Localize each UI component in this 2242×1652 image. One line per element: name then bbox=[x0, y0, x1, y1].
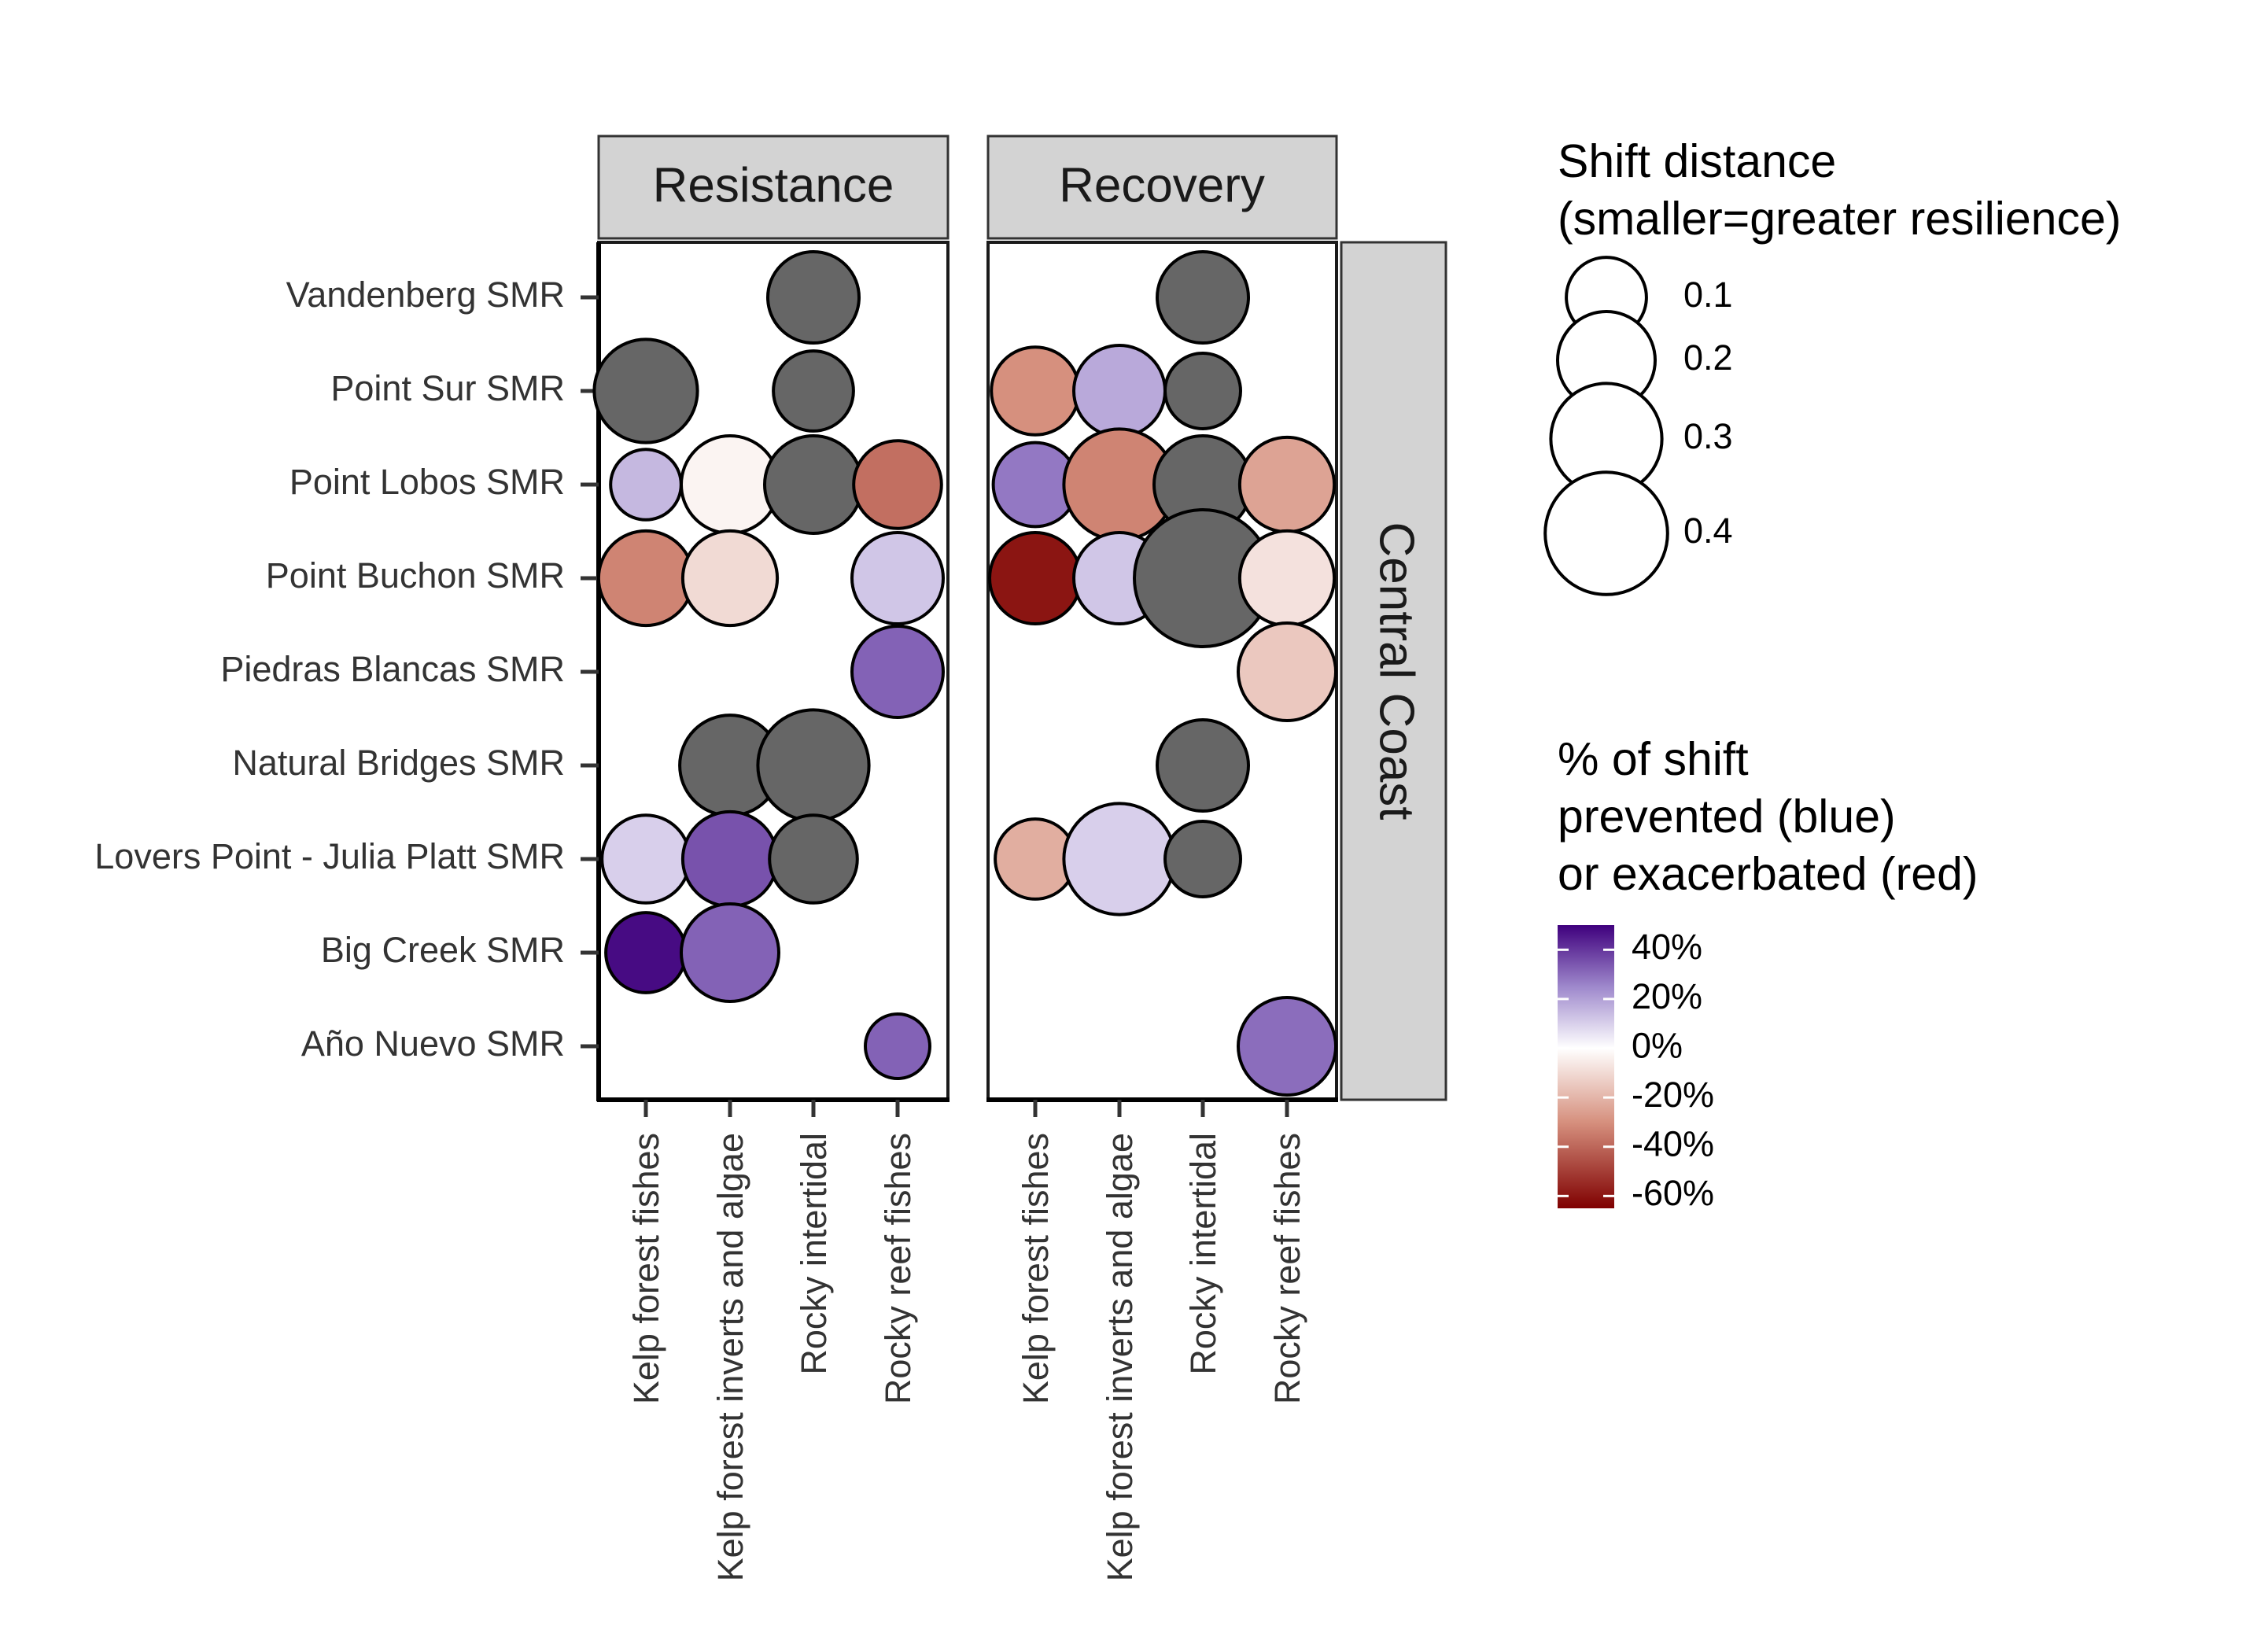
x-axis: Kelp forest fishes Kelp forest inverts an… bbox=[597, 1097, 1338, 1581]
point-recovery-point-buchon-smr-kelp-forest-fishes bbox=[988, 531, 1082, 625]
y-tick-label-piedras-blancas-smr: Piedras Blancas SMR bbox=[220, 649, 565, 689]
y-axis: Vandenberg SMR Point Sur SMR Point Lobos S… bbox=[94, 242, 601, 1101]
point-resistance-big-creek-smr-kelp-forest-fishes bbox=[604, 911, 688, 994]
size-legend-title-line2: (smaller=greater resilience) bbox=[1558, 193, 2121, 245]
point-recovery-point-sur-smr-kelp-forest-inverts-and-algae bbox=[1072, 344, 1167, 438]
point-recovery-point-buchon-smr-rocky-reef-fishes bbox=[1237, 529, 1337, 628]
colorbar bbox=[1558, 925, 1614, 1208]
y-tick-label-vandenberg-smr: Vandenberg SMR bbox=[286, 275, 565, 315]
size-legend-title-line1: Shift distance bbox=[1558, 135, 1836, 187]
size-legend-label-1: 0.1 bbox=[1683, 275, 1733, 315]
y-tick-label-big-creek-smr: Big Creek SMR bbox=[321, 930, 565, 970]
color-legend-label-6: -60% bbox=[1632, 1173, 1714, 1213]
point-resistance-point-sur-smr-rocky-intertidal bbox=[772, 349, 855, 433]
facet-label-resistance: Resistance bbox=[653, 158, 894, 212]
point-resistance-lovers-point-julia-platt-smr-kelp-forest-inverts-and-algae bbox=[680, 809, 780, 909]
point-resistance-point-buchon-smr-rocky-reef-fishes bbox=[850, 531, 945, 625]
point-recovery-point-sur-smr-kelp-forest-fishes bbox=[990, 345, 1081, 437]
facet-label-recovery: Recovery bbox=[1059, 158, 1265, 212]
size-legend-label-2: 0.2 bbox=[1683, 337, 1733, 378]
color-legend: % of shift prevented (blue) or exacerbat… bbox=[1558, 733, 1978, 1213]
point-resistance-point-lobos-smr-kelp-forest-fishes bbox=[609, 448, 683, 522]
size-legend: Shift distance (smaller=greater resilien… bbox=[1543, 135, 2121, 596]
size-legend-label-3: 0.3 bbox=[1683, 416, 1733, 456]
y-tick-label-a-o-nuevo-smr: Año Nuevo SMR bbox=[301, 1023, 565, 1064]
x-tick-label-resistance-kelp-forest-inverts-and-algae: Kelp forest inverts and algae bbox=[710, 1133, 750, 1581]
color-legend-label-4: -20% bbox=[1632, 1075, 1714, 1115]
point-recovery-a-o-nuevo-smr-rocky-reef-fishes bbox=[1237, 996, 1337, 1097]
point-resistance-piedras-blancas-smr-rocky-reef-fishes bbox=[850, 625, 945, 719]
point-resistance-lovers-point-julia-platt-smr-rocky-intertidal bbox=[768, 813, 859, 905]
point-recovery-piedras-blancas-smr-rocky-reef-fishes bbox=[1237, 621, 1337, 722]
point-resistance-a-o-nuevo-smr-rocky-reef-fishes bbox=[864, 1012, 931, 1080]
point-resistance-point-lobos-smr-rocky-intertidal bbox=[763, 434, 864, 535]
y-tick-label-natural-bridges-smr: Natural Bridges SMR bbox=[232, 743, 565, 783]
x-tick-label-recovery-rocky-reef-fishes: Rocky reef fishes bbox=[1267, 1133, 1307, 1404]
color-legend-label-1: 40% bbox=[1632, 927, 1702, 967]
color-legend-label-2: 20% bbox=[1632, 976, 1702, 1016]
point-recovery-natural-bridges-smr-rocky-intertidal bbox=[1156, 718, 1250, 813]
y-tick-label-point-sur-smr: Point Sur SMR bbox=[330, 368, 565, 408]
point-resistance-point-buchon-smr-kelp-forest-fishes bbox=[596, 529, 695, 628]
y-tick-label-point-buchon-smr: Point Buchon SMR bbox=[266, 555, 565, 596]
point-recovery-lovers-point-julia-platt-smr-rocky-intertidal bbox=[1163, 820, 1242, 898]
point-resistance-natural-bridges-smr-rocky-intertidal bbox=[756, 708, 871, 823]
point-resistance-vandenberg-smr-rocky-intertidal bbox=[766, 250, 861, 345]
color-legend-title-line2: prevented (blue) bbox=[1558, 791, 1896, 843]
point-resistance-point-lobos-smr-rocky-reef-fishes bbox=[852, 439, 943, 530]
color-legend-title-line1: % of shift bbox=[1558, 733, 1749, 785]
x-tick-label-resistance-kelp-forest-fishes: Kelp forest fishes bbox=[626, 1133, 666, 1404]
point-resistance-point-sur-smr-kelp-forest-fishes bbox=[592, 337, 699, 444]
x-tick-label-recovery-rocky-intertidal: Rocky intertidal bbox=[1183, 1133, 1223, 1375]
color-legend-label-5: -40% bbox=[1632, 1124, 1714, 1164]
point-recovery-vandenberg-smr-rocky-intertidal bbox=[1156, 250, 1250, 345]
y-tick-label-point-lobos-smr: Point Lobos SMR bbox=[289, 462, 565, 502]
point-recovery-point-lobos-smr-rocky-reef-fishes bbox=[1237, 435, 1337, 534]
facet-strip-recovery: Recovery bbox=[986, 135, 1338, 240]
point-resistance-lovers-point-julia-platt-smr-kelp-forest-fishes bbox=[600, 813, 691, 905]
point-resistance-big-creek-smr-kelp-forest-inverts-and-algae bbox=[680, 902, 780, 1003]
facet-strip-resistance: Resistance bbox=[597, 135, 950, 240]
color-legend-label-3: 0% bbox=[1632, 1025, 1683, 1065]
x-tick-label-resistance-rocky-intertidal: Rocky intertidal bbox=[794, 1133, 834, 1375]
row-facet-label: Central Coast bbox=[1370, 522, 1424, 820]
x-tick-label-recovery-kelp-forest-fishes: Kelp forest fishes bbox=[1016, 1133, 1056, 1404]
y-tick-label-lovers-point-julia-platt-smr: Lovers Point - Julia Platt SMR bbox=[94, 836, 565, 876]
x-tick-label-resistance-rocky-reef-fishes: Rocky reef fishes bbox=[878, 1133, 918, 1404]
row-facet-strip: Central Coast bbox=[1340, 241, 1447, 1101]
size-legend-label-4: 0.4 bbox=[1683, 511, 1733, 551]
data-points bbox=[592, 250, 1337, 1097]
x-tick-label-recovery-kelp-forest-inverts-and-algae: Kelp forest inverts and algae bbox=[1100, 1133, 1140, 1581]
color-legend-title-line3: or exacerbated (red) bbox=[1558, 848, 1978, 900]
point-recovery-lovers-point-julia-platt-smr-kelp-forest-inverts-and-algae bbox=[1062, 802, 1177, 916]
size-legend-key-4 bbox=[1543, 470, 1669, 596]
point-resistance-point-buchon-smr-kelp-forest-inverts-and-algae bbox=[680, 529, 780, 628]
point-recovery-point-sur-smr-rocky-intertidal bbox=[1163, 352, 1242, 430]
